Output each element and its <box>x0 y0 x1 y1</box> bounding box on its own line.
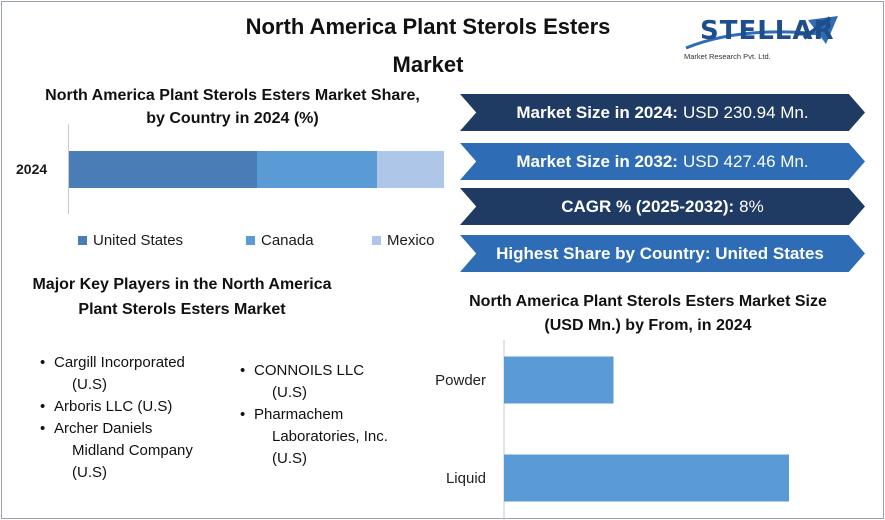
legend-swatch <box>78 236 87 245</box>
share-bar-segment-canada <box>256 151 377 188</box>
player-name: Cargill Incorporated <box>54 354 185 371</box>
player-item: Arboris LLC (U.S) <box>38 396 218 418</box>
legend-label: United States <box>93 232 184 249</box>
legend-label: Canada <box>261 232 314 249</box>
key-stat-value: USD 427.46 Mn. <box>682 151 809 171</box>
legend-label: Mexico <box>387 232 435 249</box>
legend-swatch <box>246 236 255 245</box>
key-stat-ribbon: Market Size in 2024: USD 230.94 Mn. <box>460 94 865 131</box>
players-title: Major Key Players in the North America P… <box>32 276 332 318</box>
share-bar-segment-mexico <box>376 151 444 188</box>
player-name: Archer Daniels <box>54 420 153 437</box>
key-stat-label: Highest Share by Country: United States <box>496 243 824 263</box>
player-name: Pharmachem <box>254 406 344 423</box>
legend-item: Mexico <box>372 232 435 249</box>
legend-item: Canada <box>246 232 314 249</box>
form-tick-label: Powder <box>435 372 486 389</box>
share-chart-category-label: 2024 <box>16 161 48 177</box>
player-item: Pharmachem Laboratories, Inc. (U.S) <box>238 404 408 470</box>
key-stat-value: 8% <box>739 196 764 216</box>
key-stat-value: USD 230.94 Mn. <box>682 102 809 122</box>
logo-swoosh-icon <box>685 16 838 50</box>
form-chart-title: North America Plant Sterols Esters Marke… <box>469 293 827 334</box>
key-stat-ribbon: Highest Share by Country: United States <box>460 235 865 272</box>
form-chart: Powder Liquid <box>410 340 870 520</box>
player-name-continued: Midland Company (U.S) <box>72 442 193 481</box>
key-stat-label: CAGR % (2025-2032): <box>561 196 735 216</box>
share-chart-axis <box>68 124 69 214</box>
share-chart: 2024 <box>12 118 452 228</box>
key-stat-label: Market Size in 2024: <box>516 102 678 122</box>
key-stat-ribbon: CAGR % (2025-2032): 8% <box>460 188 865 225</box>
players-list-right: CONNOILS LLC (U.S) Pharmachem Laboratories,… <box>238 360 408 470</box>
player-name: CONNOILS LLC <box>254 362 365 379</box>
player-name-continued: (U.S) <box>272 384 307 401</box>
form-bar-liquid <box>504 454 789 502</box>
key-stat-ribbon: Market Size in 2032: USD 427.46 Mn. <box>460 143 865 180</box>
form-tick-label: Liquid <box>446 470 486 487</box>
player-item: Archer Daniels Midland Company (U.S) <box>38 418 218 484</box>
player-item: Cargill Incorporated (U.S) <box>38 352 218 396</box>
form-chart-svg: Powder Liquid <box>435 340 789 520</box>
key-stat-label: Market Size in 2032: <box>516 151 678 171</box>
player-item: CONNOILS LLC (U.S) <box>238 360 408 404</box>
logo-tagline: Market Research Pvt. Ltd. <box>684 52 771 61</box>
share-bar-segment-united-states <box>69 151 257 188</box>
player-name: Arboris LLC (U.S) <box>54 398 173 415</box>
form-bar-powder <box>504 356 614 404</box>
page-title: North America Plant Sterols Esters Marke… <box>245 14 611 77</box>
player-name-continued: (U.S) <box>72 376 107 393</box>
player-name-continued: Laboratories, Inc. (U.S) <box>272 428 388 467</box>
legend-item: United States <box>78 232 183 249</box>
players-list-left: Cargill Incorporated (U.S) Arboris LLC (U.… <box>38 352 218 484</box>
legend-swatch <box>372 236 381 245</box>
share-chart-title: North America Plant Sterols Esters Marke… <box>45 87 420 127</box>
logo-wordmark: STELLAR <box>700 16 835 46</box>
stellar-logo: STELLAR Market Research Pvt. Ltd. <box>680 8 850 68</box>
